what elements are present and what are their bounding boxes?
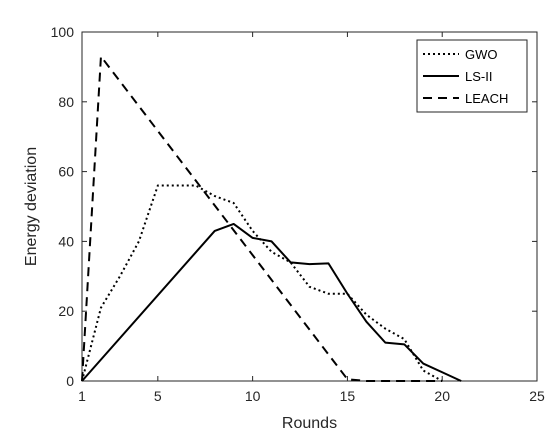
x-tick-label: 25 — [529, 388, 545, 404]
series-line-gwo — [81, 184, 443, 382]
legend-label-ls-ii: LS-II — [465, 69, 492, 84]
plot-frame — [81, 31, 538, 382]
x-tick-label: 20 — [434, 388, 450, 404]
legend: GWO LS-II LEACH — [416, 39, 528, 113]
y-tick-label: 60 — [58, 164, 74, 180]
series-line-ls-ii — [81, 222, 462, 382]
series-line-leach — [81, 55, 443, 382]
x-tick-label: 5 — [154, 388, 162, 404]
y-tick-label: 0 — [66, 373, 74, 389]
x-tick-label: 15 — [340, 388, 356, 404]
series-layer — [81, 55, 462, 382]
y-tick-label: 40 — [58, 233, 74, 249]
x-tick-label: 10 — [245, 388, 261, 404]
y-tick-label: 20 — [58, 303, 74, 319]
y-axis-title: Energy deviation — [23, 147, 40, 266]
x-axis-title: Rounds — [282, 415, 337, 432]
x-tick-label: 1 — [78, 388, 86, 404]
legend-label-leach: LEACH — [465, 91, 508, 106]
y-tick-label: 80 — [58, 94, 74, 110]
legend-label-gwo: GWO — [465, 47, 498, 62]
y-axis-ticks: 0 20 40 60 80 100 — [51, 24, 537, 389]
y-tick-label: 100 — [51, 24, 75, 40]
plot-area — [81, 31, 538, 382]
